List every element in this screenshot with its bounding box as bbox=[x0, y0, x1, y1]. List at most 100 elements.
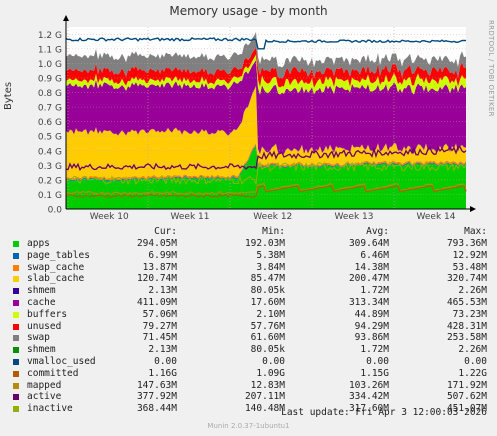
legend-cur: 411.09M bbox=[136, 297, 177, 308]
header-cur: Cur: bbox=[154, 226, 177, 237]
legend-name: mapped bbox=[27, 379, 62, 391]
legend-swatch bbox=[13, 359, 19, 365]
legend-name: inactive bbox=[27, 403, 73, 415]
area-page_tables bbox=[66, 144, 466, 182]
legend-cur: 147.63M bbox=[136, 379, 177, 391]
y-tick-label: 1.0 G bbox=[38, 60, 62, 70]
x-axis-arrow bbox=[470, 206, 476, 212]
legend-max: 171.92M bbox=[446, 379, 487, 391]
legend-row-committed: committed 1.16G 1.09G 1.15G 1.22G bbox=[0, 368, 497, 380]
legend-cur: 57.06M bbox=[142, 308, 177, 320]
y-axis-arrow bbox=[63, 15, 69, 21]
legend-max: 451.07M bbox=[446, 403, 487, 415]
legend-swatch bbox=[13, 335, 19, 342]
area-apps bbox=[66, 145, 466, 209]
legend-max: 0.00 bbox=[464, 356, 487, 367]
y-tick-label: 0.8 G bbox=[38, 89, 62, 99]
legend-swatch bbox=[13, 276, 19, 283]
legend-max: 12.92M bbox=[452, 249, 487, 261]
legend-max: 1.22G bbox=[458, 367, 487, 379]
legend-row-vmalloc_used: vmalloc_used 0.00 0.00 0.00 0.00 bbox=[0, 356, 497, 368]
legend-max: 53.48M bbox=[452, 261, 487, 273]
area-swap bbox=[66, 31, 466, 79]
area-swap_cache bbox=[66, 143, 466, 181]
legend-min: 0.00 bbox=[262, 356, 285, 367]
legend-cur: 2.13M bbox=[148, 344, 177, 356]
legend-name: slab_cache bbox=[27, 273, 85, 285]
legend-name: vmalloc_used bbox=[27, 356, 96, 367]
legend-min: 12.83M bbox=[250, 379, 285, 391]
y-tick-label: 0.6 G bbox=[38, 118, 62, 128]
rrdtool-watermark: RRDTOOL / TOBI OETIKER bbox=[487, 20, 495, 117]
legend-avg: 94.29M bbox=[354, 320, 389, 332]
area-unused bbox=[66, 46, 466, 88]
legend-avg: 44.89M bbox=[354, 308, 389, 320]
legend-avg: 334.42M bbox=[348, 391, 389, 403]
legend-name: shmem bbox=[27, 285, 56, 297]
legend-cur: 294.05M bbox=[136, 238, 177, 249]
y-tick-label: 0.3 G bbox=[38, 162, 62, 172]
legend-min: 207.11M bbox=[244, 391, 285, 403]
legend-swatch bbox=[13, 382, 19, 389]
legend-swatch bbox=[13, 347, 19, 354]
y-tick-label: 0.2 G bbox=[38, 176, 62, 186]
legend-avg: 6.46M bbox=[360, 249, 389, 261]
x-tick-label: Week 13 bbox=[335, 212, 374, 220]
legend-max: 2.26M bbox=[458, 285, 487, 297]
legend-max: 465.53M bbox=[446, 297, 487, 308]
legend-min: 192.03M bbox=[244, 238, 285, 249]
y-tick-label: 1.2 G bbox=[38, 31, 62, 41]
area-slab_cache bbox=[66, 86, 466, 179]
legend-avg: 313.34M bbox=[348, 297, 389, 308]
legend-avg: 1.72M bbox=[360, 344, 389, 356]
legend-avg: 1.72M bbox=[360, 285, 389, 297]
legend-name: shmem bbox=[27, 344, 56, 356]
legend-max: 507.62M bbox=[446, 391, 487, 403]
header-avg: Avg: bbox=[366, 226, 389, 237]
munin-version: Munin 2.0.37-1ubuntu1 bbox=[207, 422, 290, 430]
line-committed bbox=[65, 37, 467, 50]
y-tick-label: 1.1 G bbox=[38, 45, 62, 55]
x-tick-label: Week 14 bbox=[417, 212, 456, 220]
legend-row-apps: apps 294.05M 192.03M 309.64M 793.36M bbox=[0, 238, 497, 250]
legend-max: 73.23M bbox=[452, 308, 487, 320]
legend-name: unused bbox=[27, 320, 62, 332]
legend-min: 61.60M bbox=[250, 332, 285, 344]
legend-swatch bbox=[13, 323, 19, 330]
area-cache bbox=[66, 60, 466, 154]
line-inactive bbox=[65, 145, 467, 171]
legend-min: 80.05k bbox=[250, 344, 285, 356]
legend-min: 2.10M bbox=[256, 308, 285, 320]
legend-cur: 2.13M bbox=[148, 285, 177, 297]
legend-name: apps bbox=[27, 238, 50, 249]
legend-min: 17.60M bbox=[250, 297, 285, 308]
legend-min: 140.48M bbox=[244, 403, 285, 415]
legend-cur: 0.00 bbox=[154, 356, 177, 367]
legend-swatch bbox=[13, 394, 19, 401]
legend-row-inactive: inactive 368.44M 140.48M 317.60M 451.07M bbox=[0, 403, 497, 415]
legend-row-page_tables: page_tables 6.99M 5.38M 6.46M 12.92M bbox=[0, 250, 497, 262]
legend-swatch bbox=[13, 370, 19, 377]
legend-cur: 13.87M bbox=[142, 261, 177, 273]
legend-min: 5.38M bbox=[256, 249, 285, 261]
legend-avg: 14.38M bbox=[354, 261, 389, 273]
legend-avg: 309.64M bbox=[348, 238, 389, 249]
last-update: Last update: Fri Apr 3 12:00:03 2026 bbox=[281, 407, 487, 418]
legend-swatch bbox=[13, 300, 19, 306]
legend-row-unused: unused 79.27M 57.76M 94.29M 428.31M bbox=[0, 321, 497, 333]
legend-avg: 93.86M bbox=[354, 332, 389, 344]
legend-max: 320.74M bbox=[446, 273, 487, 285]
legend-min: 80.05k bbox=[250, 285, 285, 297]
legend-name: page_tables bbox=[27, 249, 90, 261]
x-tick-label: Week 11 bbox=[171, 212, 210, 220]
legend-avg: 1.15G bbox=[360, 367, 389, 379]
legend-cur: 377.92M bbox=[136, 391, 177, 403]
y-tick-label: 0.0 bbox=[48, 206, 63, 216]
legend-swatch bbox=[13, 288, 19, 295]
legend-name: buffers bbox=[27, 308, 68, 320]
legend-row-swap: swap 71.45M 61.60M 93.86M 253.58M bbox=[0, 332, 497, 344]
legend-name: cache bbox=[27, 297, 56, 308]
x-tick-label: Week 12 bbox=[253, 212, 292, 220]
legend-max: 253.58M bbox=[446, 332, 487, 344]
memory-chart: 0.0 0.1 G 0.2 G 0.3 G 0.4 G 0.5 G 0.6 G 0.7 G 0.… bbox=[38, 15, 476, 220]
